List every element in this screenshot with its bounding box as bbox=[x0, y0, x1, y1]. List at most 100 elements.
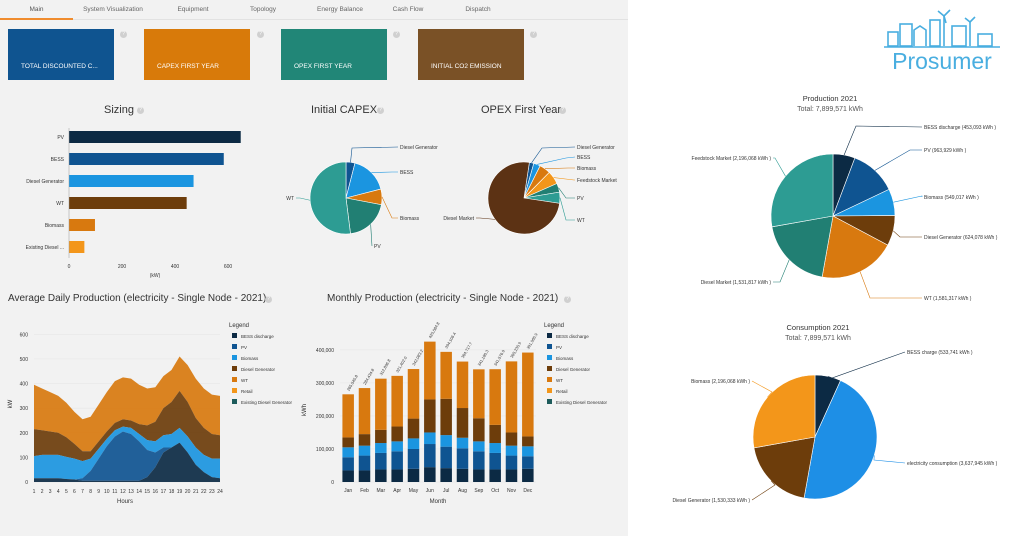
monthly-legend-label: WT bbox=[556, 378, 563, 383]
consumption-title: Consumption 2021 bbox=[787, 323, 850, 332]
production-pie-leader-line bbox=[893, 230, 922, 238]
opex-pie-leader-line bbox=[558, 187, 575, 199]
monthly-x-label: Month bbox=[430, 499, 447, 505]
sizing-bar bbox=[69, 219, 95, 231]
production-pie-slice-label: Diesel Market (1,531,817 kWh ) bbox=[701, 280, 772, 286]
monthly-bar-segment bbox=[505, 469, 518, 482]
tab-main[interactable]: Main bbox=[0, 0, 73, 20]
kpi-capex-first-year[interactable]: CAPEX FIRST YEAR bbox=[144, 29, 250, 80]
monthly-bar-segment bbox=[522, 436, 534, 447]
avg-daily-x-tick: 12 bbox=[120, 489, 126, 495]
tab-cash-flow[interactable]: Cash Flow bbox=[392, 6, 424, 13]
tab-topology[interactable]: Topology bbox=[249, 6, 277, 13]
monthly-bar-segment bbox=[424, 444, 436, 468]
consumption-pie-leader-line bbox=[751, 480, 776, 501]
monthly-bar-segment bbox=[375, 452, 387, 470]
monthly-x-tick: May bbox=[409, 488, 419, 494]
monthly-bar-segment bbox=[473, 469, 485, 482]
monthly-x-tick: Jun bbox=[426, 488, 434, 494]
kpi-initial-co2-emission[interactable]: INITIAL CO2 EMISSION bbox=[418, 29, 524, 80]
production-pie-slice bbox=[771, 215, 834, 278]
avg-daily-legend-swatch bbox=[232, 333, 237, 338]
tab-dispatch[interactable]: Dispatch bbox=[465, 6, 491, 13]
monthly-bar-segment bbox=[522, 468, 534, 482]
capex-pie-slice bbox=[345, 197, 382, 235]
capex-pie-leader-line bbox=[381, 196, 398, 219]
sizing-bar bbox=[69, 197, 187, 209]
monthly-bar-segment bbox=[505, 455, 518, 470]
monthly-bar-segment bbox=[456, 361, 469, 409]
monthly-legend-swatch bbox=[547, 388, 552, 393]
help-icon[interactable]: ? bbox=[120, 31, 127, 38]
monthly-total-label: 342,083.2 bbox=[411, 348, 425, 367]
monthly-bar-segment bbox=[424, 399, 436, 433]
monthly-bar-segment bbox=[473, 418, 485, 442]
help-icon[interactable]: ? bbox=[265, 296, 272, 303]
avg-daily-legend-swatch bbox=[232, 344, 237, 349]
monthly-bar-segment bbox=[522, 446, 534, 457]
sizing-bar bbox=[69, 175, 194, 187]
monthly-total-label: 341,180.3 bbox=[476, 348, 490, 367]
tab-energy-balance[interactable]: Energy Balance bbox=[317, 6, 363, 13]
monthly-x-tick: Dec bbox=[523, 488, 532, 494]
monthly-bar-segment bbox=[407, 418, 420, 439]
avg-daily-legend-swatch bbox=[232, 355, 237, 360]
monthly-bar-segment bbox=[342, 394, 354, 438]
tab-equipment[interactable]: Equipment bbox=[177, 6, 209, 13]
avg-daily-y-tick: 400 bbox=[20, 382, 29, 388]
monthly-total-label: 394,106.4 bbox=[444, 331, 458, 350]
help-icon[interactable]: ? bbox=[137, 107, 144, 114]
avg-daily-legend-label: Existing Diesel Generator bbox=[241, 400, 293, 405]
opex-pie-slice-label: PV bbox=[577, 196, 584, 202]
help-icon[interactable]: ? bbox=[530, 31, 537, 38]
kpi-label: TOTAL DISCOUNTED C... bbox=[21, 63, 98, 70]
monthly-legend-swatch bbox=[547, 355, 552, 360]
avg-daily-area bbox=[34, 442, 220, 482]
monthly-y-label: kWh bbox=[302, 404, 308, 416]
kpi-opex-first-year[interactable]: OPEX FIRST YEAR bbox=[281, 29, 387, 80]
production-pie-slice-label: Biomass (549,017 kWh ) bbox=[924, 195, 979, 201]
monthly-y-tick: 200,000 bbox=[316, 414, 334, 420]
monthly-legend-title: Legend bbox=[544, 323, 564, 329]
avg-daily-y-tick: 200 bbox=[20, 431, 29, 437]
opex-pie-slice bbox=[487, 161, 560, 235]
capex-pie-slice bbox=[309, 161, 351, 235]
sizing-x-tick: 400 bbox=[171, 264, 180, 270]
brand-name: Prosumer bbox=[892, 48, 992, 74]
avg-daily-x-tick: 8 bbox=[89, 489, 92, 495]
sizing-category-label: WT bbox=[56, 201, 64, 207]
avg-daily-legend-label: WT bbox=[241, 378, 248, 383]
kpi-total-discounted-cost[interactable]: TOTAL DISCOUNTED C... bbox=[8, 29, 114, 80]
avg-daily-legend-label: Diesel Generator bbox=[241, 367, 276, 372]
monthly-bar-segment bbox=[358, 388, 371, 435]
tab-system-visualization[interactable]: System Visualization bbox=[83, 6, 143, 13]
consumption-pie-leader-line bbox=[751, 380, 773, 398]
opex-pie-slice-label: Biomass bbox=[577, 166, 597, 172]
consumption-pie-slice bbox=[752, 374, 816, 449]
production-pie-slice bbox=[821, 215, 889, 279]
production-pie-slice-label: BESS discharge (453,093 kWh ) bbox=[924, 125, 996, 131]
monthly-total-label: 365,235.9 bbox=[509, 340, 523, 359]
monthly-bar-segment bbox=[342, 447, 354, 458]
avg-daily-x-tick: 16 bbox=[153, 489, 159, 495]
monthly-total-label: 425,084.8 bbox=[427, 321, 441, 340]
avg-daily-x-tick: 19 bbox=[177, 489, 183, 495]
monthly-legend-swatch bbox=[547, 399, 552, 404]
avg-daily-x-tick: 23 bbox=[209, 489, 215, 495]
monthly-bar-segment bbox=[375, 429, 387, 444]
help-icon[interactable]: ? bbox=[564, 296, 571, 303]
monthly-x-tick: Jul bbox=[443, 488, 449, 494]
help-icon[interactable]: ? bbox=[393, 31, 400, 38]
sizing-category-label: Existing Diesel ... bbox=[26, 245, 64, 251]
help-icon[interactable]: ? bbox=[559, 107, 566, 114]
monthly-x-tick: Jan bbox=[344, 488, 352, 494]
consumption-pie-slice-label: BESS charge (533,741 kWh ) bbox=[907, 350, 973, 356]
production-pie-slice-label: WT (1,581,317 kWh ) bbox=[924, 296, 972, 302]
avg-daily-x-tick: 7 bbox=[81, 489, 84, 495]
monthly-bar-segment bbox=[456, 448, 469, 469]
help-icon[interactable]: ? bbox=[377, 107, 384, 114]
production-total: Total: 7,899,571 kWh bbox=[797, 106, 863, 113]
production-pie-leader-line bbox=[874, 149, 922, 171]
monthly-bar-segment bbox=[424, 341, 436, 400]
help-icon[interactable]: ? bbox=[257, 31, 264, 38]
